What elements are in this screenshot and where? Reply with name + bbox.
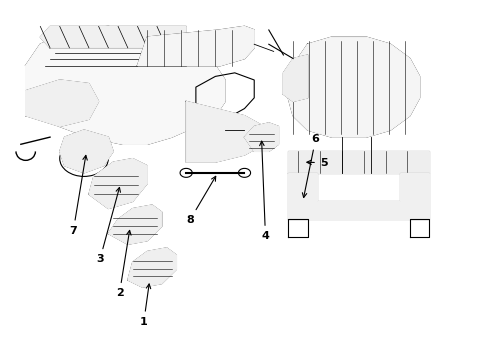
Text: 2: 2 bbox=[116, 230, 131, 298]
Polygon shape bbox=[108, 205, 162, 244]
Text: 3: 3 bbox=[96, 188, 120, 264]
Polygon shape bbox=[26, 26, 224, 144]
Polygon shape bbox=[287, 152, 428, 173]
Polygon shape bbox=[287, 173, 428, 219]
Text: 5: 5 bbox=[306, 158, 327, 168]
Polygon shape bbox=[283, 55, 307, 102]
Polygon shape bbox=[137, 26, 254, 66]
Polygon shape bbox=[60, 130, 113, 173]
Text: 8: 8 bbox=[186, 176, 215, 225]
Polygon shape bbox=[40, 26, 186, 48]
Polygon shape bbox=[26, 80, 99, 126]
Polygon shape bbox=[244, 123, 278, 152]
Text: 6: 6 bbox=[302, 135, 319, 198]
Text: 7: 7 bbox=[69, 156, 87, 235]
Polygon shape bbox=[287, 37, 419, 137]
Text: 4: 4 bbox=[259, 141, 269, 241]
Polygon shape bbox=[89, 158, 147, 208]
Polygon shape bbox=[186, 102, 264, 162]
Text: 1: 1 bbox=[140, 284, 150, 327]
Polygon shape bbox=[127, 248, 176, 287]
